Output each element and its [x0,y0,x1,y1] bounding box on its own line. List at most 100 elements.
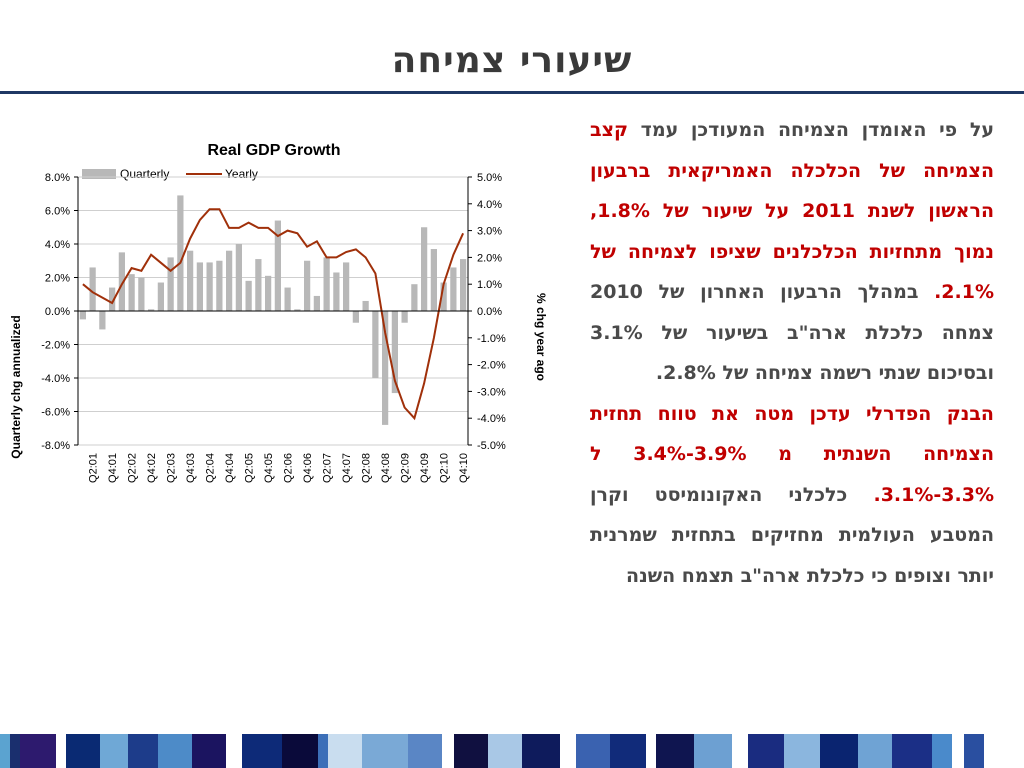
quarterly-bar [372,311,379,378]
x-tick-label: Q2:07 [322,453,334,483]
quarterly-bar [411,284,418,311]
quarterly-bars [79,195,467,425]
quarterly-bar [128,274,135,311]
paragraph1-intro: על פי האומדן הצמיחה המעודכן עמד [627,119,994,141]
chart-title: Real GDP Growth [207,142,340,159]
paragraph1-highlight: קצב הצמיחה של הכלכלה האמריקאית ברבעון הר… [590,119,994,303]
right-tick-label: -3.0% [477,386,506,398]
x-tick-label: Q2:06 [283,453,295,483]
left-tick-label: -2.0% [41,340,70,352]
quarterly-bar [196,262,203,311]
right-tick-label: 4.0% [477,199,502,211]
left-axis-ticks: 8.0% 6.0% 4.0% 2.0% 0.0% -2.0% -4.0% -6.0% -8.0% [41,172,78,452]
yearly-line-path [82,208,465,421]
x-tick-label: Q2:05 [244,453,256,483]
quarterly-bar [235,244,242,311]
quarterly-bar [284,287,291,311]
x-tick-label: Q2:03 [166,453,178,483]
paragraph2-tail: כלכלני האקונומיסט וקרן המטבע העולמית מחז… [590,483,994,587]
yearly-line [82,208,465,421]
right-tick-label: 3.0% [477,226,502,238]
title-divider [0,91,1024,94]
left-tick-label: -4.0% [41,373,70,385]
quarterly-bar [245,280,252,311]
paragraph2-highlight: הבנק הפדרלי עדכן מטה את טווח תחזית הצמיח… [590,402,995,506]
paragraph1-tail: במהלך הרבעון האחרון של 2010 צמחה כלכלת א… [590,281,994,384]
x-tick-label: Q2:08 [361,453,373,483]
x-tick-label: Q4:03 [185,453,197,483]
quarterly-bar [352,311,359,323]
left-axis-label: Quarterly chg annualized [9,315,23,458]
quarterly-bar [391,311,398,394]
quarterly-bar [333,272,340,311]
left-tick-label: -8.0% [41,440,70,452]
quarterly-bar [99,311,106,330]
quarterly-bar [226,250,233,311]
x-tick-label: Q4:04 [224,453,236,483]
x-tick-label: Q4:09 [419,453,431,483]
quarterly-bar [118,252,125,311]
quarterly-bar [206,262,213,311]
right-tick-label: -4.0% [477,413,506,425]
paragraph-gdp-q1: על פי האומדן הצמיחה המעודכן עמד קצב הצמי… [590,110,994,394]
x-tick-label: Q2:02 [127,453,139,483]
quarterly-bar [138,277,145,311]
quarterly-bar [401,311,408,323]
left-tick-label: 8.0% [45,172,70,184]
quarterly-bar [274,220,281,311]
x-tick-label: Q4:06 [302,453,314,483]
left-tick-label: 2.0% [45,273,70,285]
quarterly-bar [450,267,457,311]
x-tick-label: Q2:04 [205,453,217,483]
quarterly-bar [79,311,86,320]
right-tick-label: 5.0% [477,172,502,184]
quarterly-bar [304,260,311,311]
gdp-chart: Real GDP Growth Quarterly Yearly 8.0% 6.0… [9,142,548,483]
quarterly-bar [294,309,301,311]
x-tick-label: Q4:05 [263,453,275,483]
quarterly-bar [187,250,194,311]
quarterly-bar [109,287,116,311]
legend-quarterly-label: Quarterly [120,167,169,181]
right-axis-label: % chg year ago [534,293,548,381]
quarterly-bar [89,267,96,311]
chart-axes [77,177,469,445]
quarterly-bar [382,311,389,425]
quarterly-bar [216,260,223,311]
x-tick-label: Q4:08 [380,453,392,483]
quarterly-bar [362,300,369,311]
quarterly-bar [167,257,174,311]
quarterly-bar [343,262,350,311]
quarterly-bar [430,249,437,311]
body-text: על פי האומדן הצמיחה המעודכן עמד קצב הצמי… [590,110,994,596]
quarterly-bar [421,227,428,311]
right-tick-label: -5.0% [477,440,506,452]
quarterly-bar [265,275,272,311]
quarterly-bar [313,295,320,311]
decorative-stripe-bar [0,734,1024,768]
right-axis-ticks: 5.0% 4.0% 3.0% 2.0% 1.0% 0.0% -1.0% -2.0% -3.0% -… [468,172,506,452]
x-tick-label: Q4:10 [458,453,470,483]
left-tick-label: 6.0% [45,206,70,218]
legend-quarterly-swatch [82,169,116,179]
right-tick-label: 0.0% [477,306,502,318]
x-tick-label: Q4:02 [146,453,158,483]
paragraph-fed-forecast: הבנק הפדרלי עדכן מטה את טווח תחזית הצמיח… [590,394,994,597]
left-tick-label: 0.0% [45,306,70,318]
quarterly-bar [460,259,467,311]
quarterly-bar [157,282,164,311]
left-tick-label: 4.0% [45,239,70,251]
x-tick-label: Q4:07 [341,453,353,483]
right-tick-label: -2.0% [477,360,506,372]
quarterly-bar [177,195,184,311]
legend-yearly-label: Yearly [225,167,258,181]
chart-legend: Quarterly Yearly [82,167,258,181]
x-tick-label: Q2:10 [439,453,451,483]
right-tick-label: 2.0% [477,252,502,264]
quarterly-bar [440,282,447,311]
slide-title: שיעורי צמיחה [391,40,633,81]
x-tick-label: Q4:01 [107,453,119,483]
x-axis-ticks: Q2:01 Q4:01 Q2:02 Q4:02 Q2:03 Q4:03 Q2:04 Q4:04… [88,453,471,483]
right-tick-label: 1.0% [477,279,502,291]
quarterly-bar [323,257,330,311]
